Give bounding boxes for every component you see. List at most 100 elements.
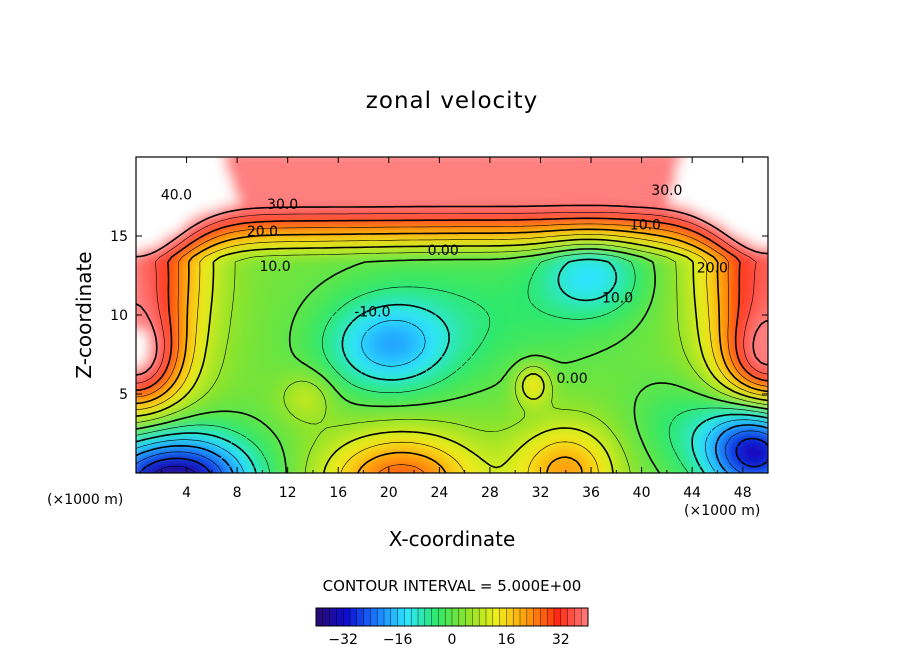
colorbar-cell: [397, 608, 405, 626]
colorbar-cell: [384, 608, 392, 626]
contour-line-15: [136, 234, 768, 473]
colorbar: −32 −16 0 16 32: [315, 607, 589, 648]
x-tick-label: 28: [481, 485, 499, 501]
colorbar-cell: [465, 608, 473, 626]
colorbar-cell: [404, 608, 412, 626]
colorbar-cell: [316, 608, 324, 626]
colorbar-cell: [356, 608, 364, 626]
contour-line--5: [136, 253, 768, 473]
contour-line--20: [136, 424, 768, 473]
colorbar-cell: [506, 608, 514, 626]
x-tick-label: 16: [329, 485, 347, 501]
colorbar-cell: [567, 608, 575, 626]
contour-line-30: [136, 217, 768, 392]
x-tick-label: 24: [430, 485, 448, 501]
colorbar-cell: [533, 608, 541, 626]
x-tick-label: 8: [233, 485, 242, 501]
x-tick-label: 44: [683, 485, 701, 501]
y-tick-label: 5: [119, 387, 128, 403]
colorbar-cell: [411, 608, 419, 626]
colorbar-cell: [350, 608, 358, 626]
velocity-field: [136, 157, 768, 473]
colorbar-cell: [499, 608, 507, 626]
colorbar-cell: [486, 608, 494, 626]
contour-line-25: [136, 223, 768, 473]
colorbar-cell: [547, 608, 555, 626]
contour-label: 40.0: [161, 188, 192, 204]
colorbar-cell: [581, 608, 589, 626]
x-axis-unit-right: (×1000 m): [684, 503, 761, 519]
colorbar-tick-label: 0: [448, 632, 457, 648]
colorbar-cell: [560, 608, 568, 626]
colorbar-cell: [458, 608, 466, 626]
contour-line--15: [136, 320, 768, 473]
plot-area: 40.0 30.0 30.0 20.0 20.0 10.0 10.0 10.0 0.00 0.00…: [110, 156, 769, 501]
colorbar-cell: [390, 608, 398, 626]
contour-line--30: [138, 437, 768, 473]
y-axis-ticks: 5 10 15: [110, 229, 768, 403]
y-tick-label: 10: [110, 308, 128, 324]
contour-label: -10.0: [354, 305, 390, 321]
contour-line--10: [136, 258, 768, 473]
contour-label: 30.0: [651, 183, 682, 199]
colorbar-tick-label: −32: [328, 632, 358, 648]
colorbar-tick-label: 32: [552, 632, 570, 648]
colorbar-cell: [526, 608, 534, 626]
x-tick-label: 48: [734, 485, 752, 501]
x-axis-label: X-coordinate: [388, 527, 516, 551]
contour-label: 20.0: [247, 224, 278, 240]
x-tick-label: 36: [582, 485, 600, 501]
colorbar-cell: [377, 608, 385, 626]
contour-line-0: [136, 248, 768, 473]
contour-label: 20.0: [697, 260, 728, 276]
contour-label: 30.0: [267, 197, 298, 213]
contour-label: 10.0: [602, 290, 633, 306]
colorbar-cell: [540, 608, 548, 626]
contour-label: 10.0: [259, 259, 290, 275]
x-tick-label: 32: [532, 485, 550, 501]
colorbar-cell: [329, 608, 337, 626]
colorbar-cell: [513, 608, 521, 626]
x-axis-ticks: 4 8 12 16 20 24 28 32 36 40 44 48: [160, 157, 752, 501]
contour-line--25: [136, 430, 768, 473]
colorbar-tick-label: 16: [497, 632, 515, 648]
colorbar-cell: [336, 608, 344, 626]
contour-label: 0.00: [556, 371, 587, 387]
colorbar-cell: [431, 608, 439, 626]
colorbar-cell: [472, 608, 480, 626]
contour-line-40: [136, 204, 768, 376]
colorbar-frame: [315, 607, 589, 627]
colorbar-cell: [445, 608, 453, 626]
colorbar-cell: [452, 608, 460, 626]
x-tick-label: 40: [633, 485, 651, 501]
x-tick-label: 12: [279, 485, 297, 501]
contour-lines: [136, 204, 768, 473]
colorbar-tick-label: −16: [383, 632, 413, 648]
y-tick-label: 15: [110, 229, 128, 245]
colorbar-cell: [343, 608, 351, 626]
contour-line-20: [136, 228, 768, 473]
colorbar-cell: [492, 608, 500, 626]
colorbar-cell: [363, 608, 371, 626]
x-axis-unit-left: (×1000 m): [47, 492, 124, 508]
colorbar-cell: [479, 608, 487, 626]
contour-label: 10.0: [630, 218, 661, 234]
contour-interval-note: CONTOUR INTERVAL = 5.000E+00: [322, 577, 582, 595]
contour-line-35: [136, 212, 768, 384]
colorbar-cell: [418, 608, 426, 626]
colorbar-cell: [424, 608, 432, 626]
x-tick-label: 20: [380, 485, 398, 501]
contour-line-10: [136, 238, 768, 473]
colorbar-cell: [322, 608, 330, 626]
colorbar-cell: [370, 608, 378, 626]
x-tick-label: 4: [182, 485, 191, 501]
contour-label: 0.00: [428, 243, 459, 259]
contour-line-5: [136, 243, 768, 473]
colorbar-cell: [438, 608, 446, 626]
contour-labels: 40.0 30.0 30.0 20.0 20.0 10.0 10.0 10.0 0.00 0.00…: [161, 183, 728, 387]
colorbar-cell: [574, 608, 582, 626]
colorbar-cell: [520, 608, 528, 626]
colorbar-cell: [554, 608, 562, 626]
chart-title: zonal velocity: [365, 88, 539, 114]
